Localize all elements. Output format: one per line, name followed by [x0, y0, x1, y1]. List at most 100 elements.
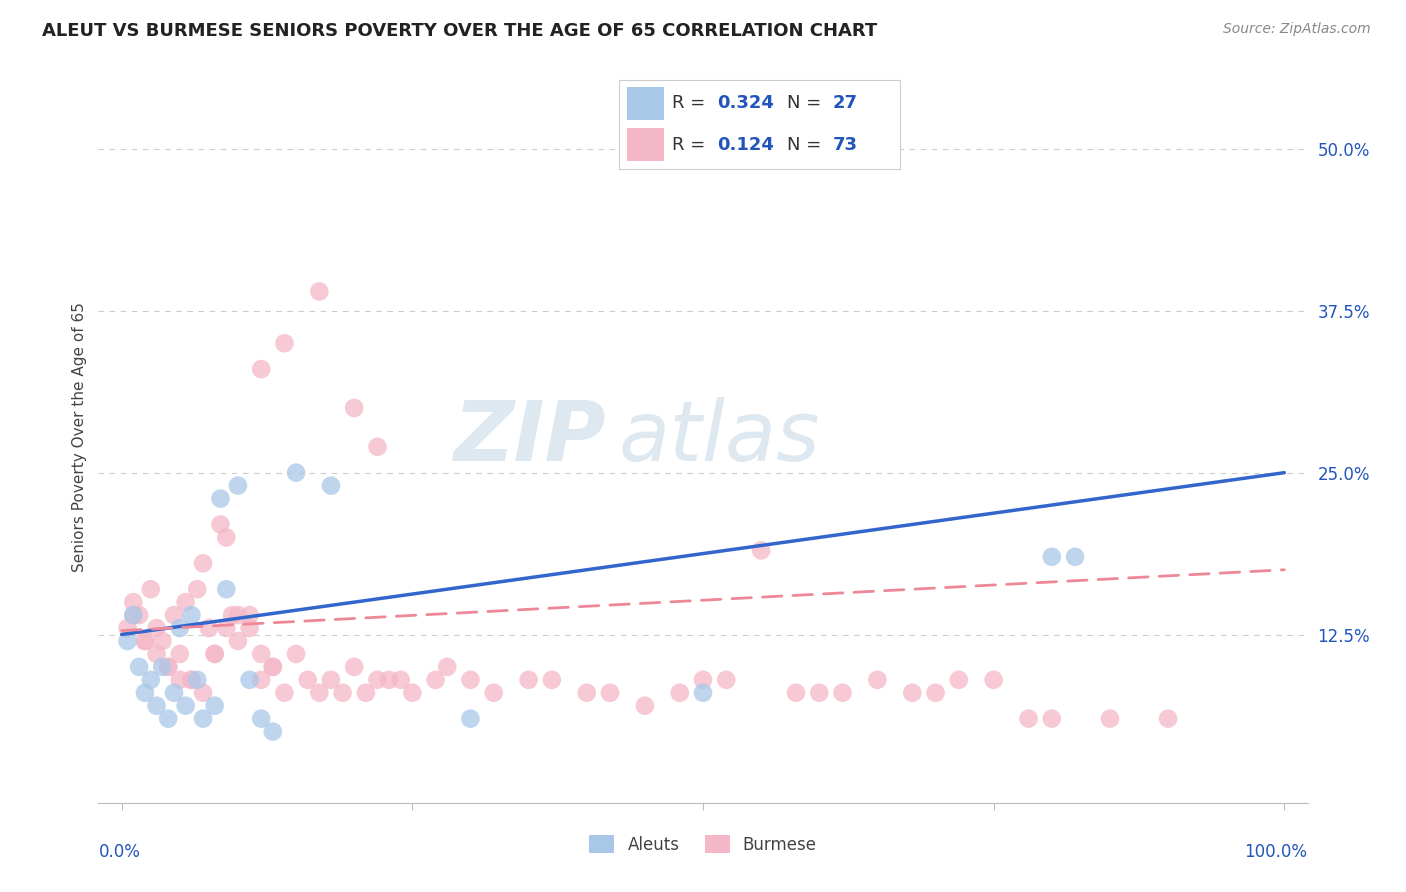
Point: [139, 673, 162, 687]
Point: [186, 673, 208, 687]
Point: [285, 647, 308, 661]
Point: [209, 517, 232, 532]
Point: [262, 660, 284, 674]
Text: R =: R =: [672, 136, 711, 153]
Point: [250, 647, 273, 661]
Point: [308, 686, 330, 700]
FancyBboxPatch shape: [627, 87, 664, 120]
Point: [634, 698, 657, 713]
Point: [226, 478, 249, 492]
Point: [139, 582, 162, 597]
Point: [540, 673, 562, 687]
Point: [226, 608, 249, 623]
Text: N =: N =: [787, 95, 827, 112]
Point: [262, 724, 284, 739]
Point: [692, 686, 714, 700]
Point: [150, 634, 173, 648]
Text: 0.124: 0.124: [717, 136, 773, 153]
Text: 100.0%: 100.0%: [1244, 843, 1308, 861]
Point: [163, 686, 186, 700]
Point: [460, 673, 482, 687]
Point: [134, 634, 156, 648]
Point: [117, 634, 139, 648]
Text: atlas: atlas: [619, 397, 820, 477]
Point: [285, 466, 308, 480]
Point: [169, 621, 191, 635]
Point: [169, 647, 191, 661]
Point: [866, 116, 889, 130]
Point: [785, 686, 807, 700]
Text: 0.324: 0.324: [717, 95, 773, 112]
Point: [174, 595, 197, 609]
Point: [319, 673, 342, 687]
Point: [599, 686, 621, 700]
Point: [1098, 712, 1121, 726]
Point: [250, 673, 273, 687]
Point: [866, 673, 889, 687]
Point: [273, 686, 295, 700]
Point: [215, 530, 238, 544]
Point: [209, 491, 232, 506]
Point: [204, 647, 226, 661]
Point: [575, 686, 598, 700]
Point: [198, 621, 221, 635]
Text: 0.0%: 0.0%: [98, 843, 141, 861]
Point: [668, 686, 690, 700]
Point: [343, 401, 366, 415]
Point: [215, 621, 238, 635]
Point: [948, 673, 970, 687]
Point: [204, 698, 226, 713]
Text: 73: 73: [832, 136, 858, 153]
Point: [191, 712, 214, 726]
Point: [1018, 712, 1040, 726]
Point: [239, 608, 262, 623]
Point: [1064, 549, 1087, 564]
Point: [186, 582, 208, 597]
Point: [191, 557, 214, 571]
Point: [191, 686, 214, 700]
Point: [239, 621, 262, 635]
Point: [366, 673, 388, 687]
Point: [308, 285, 330, 299]
Point: [749, 543, 772, 558]
Point: [134, 686, 156, 700]
Point: [332, 686, 354, 700]
Point: [808, 686, 831, 700]
Point: [226, 634, 249, 648]
Point: [343, 660, 366, 674]
Point: [924, 686, 946, 700]
Point: [145, 647, 167, 661]
Point: [250, 362, 273, 376]
Point: [145, 698, 167, 713]
Text: ZIP: ZIP: [454, 397, 606, 477]
Point: [169, 673, 191, 687]
Point: [174, 698, 197, 713]
Point: [150, 660, 173, 674]
Text: Source: ZipAtlas.com: Source: ZipAtlas.com: [1223, 22, 1371, 37]
Point: [366, 440, 388, 454]
Point: [482, 686, 505, 700]
Text: ALEUT VS BURMESE SENIORS POVERTY OVER THE AGE OF 65 CORRELATION CHART: ALEUT VS BURMESE SENIORS POVERTY OVER TH…: [42, 22, 877, 40]
Point: [319, 478, 342, 492]
Text: 27: 27: [832, 95, 858, 112]
Point: [134, 634, 156, 648]
Point: [983, 673, 1005, 687]
Point: [117, 621, 139, 635]
Point: [297, 673, 319, 687]
Point: [389, 673, 412, 687]
Point: [157, 712, 180, 726]
Point: [262, 660, 284, 674]
Point: [122, 608, 145, 623]
Point: [460, 712, 482, 726]
Point: [180, 608, 202, 623]
Point: [401, 686, 423, 700]
Point: [378, 673, 401, 687]
Point: [354, 686, 377, 700]
Point: [1040, 712, 1063, 726]
Point: [128, 660, 150, 674]
Point: [145, 621, 167, 635]
Point: [157, 660, 180, 674]
Text: R =: R =: [672, 95, 711, 112]
Point: [250, 712, 273, 726]
Text: N =: N =: [787, 136, 827, 153]
